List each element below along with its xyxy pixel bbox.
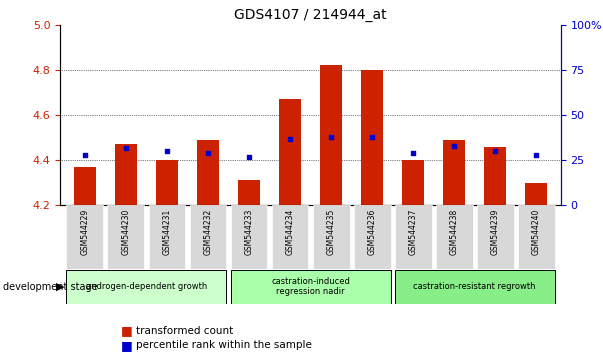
Bar — [402, 160, 425, 205]
Text: GSM544231: GSM544231 — [162, 209, 171, 255]
Bar — [525, 183, 548, 205]
FancyBboxPatch shape — [394, 205, 432, 269]
Text: GSM544229: GSM544229 — [80, 209, 89, 255]
Text: GSM544233: GSM544233 — [244, 209, 253, 255]
FancyBboxPatch shape — [394, 270, 555, 304]
Text: percentile rank within the sample: percentile rank within the sample — [136, 340, 312, 350]
Text: GSM544232: GSM544232 — [203, 209, 212, 255]
Bar — [361, 70, 384, 205]
Text: ▶: ▶ — [56, 282, 65, 292]
Point — [244, 154, 254, 159]
FancyBboxPatch shape — [271, 205, 309, 269]
Text: GSM544237: GSM544237 — [409, 209, 418, 255]
Title: GDS4107 / 214944_at: GDS4107 / 214944_at — [234, 8, 387, 22]
Text: GSM544235: GSM544235 — [327, 209, 335, 255]
Bar — [320, 65, 343, 205]
FancyBboxPatch shape — [148, 205, 186, 269]
Point — [80, 152, 90, 158]
Point — [408, 150, 418, 156]
FancyBboxPatch shape — [353, 205, 391, 269]
Text: GSM544238: GSM544238 — [450, 209, 459, 255]
FancyBboxPatch shape — [66, 270, 227, 304]
Text: GSM544239: GSM544239 — [491, 209, 500, 255]
Point — [531, 152, 541, 158]
Point — [162, 148, 172, 154]
FancyBboxPatch shape — [107, 205, 144, 269]
FancyBboxPatch shape — [436, 205, 473, 269]
Bar — [279, 99, 302, 205]
Point — [326, 134, 336, 139]
Bar — [443, 140, 466, 205]
Point — [203, 150, 213, 156]
Text: GSM544240: GSM544240 — [532, 209, 541, 255]
Bar — [74, 167, 96, 205]
Point — [121, 145, 131, 150]
Text: transformed count: transformed count — [136, 326, 233, 336]
Text: androgen-dependent growth: androgen-dependent growth — [86, 282, 207, 291]
Bar — [156, 160, 178, 205]
Bar — [238, 181, 260, 205]
FancyBboxPatch shape — [312, 205, 350, 269]
Point — [449, 143, 459, 149]
Point — [490, 148, 500, 154]
Text: development stage: development stage — [3, 282, 98, 292]
Bar — [197, 140, 219, 205]
Text: castration-resistant regrowth: castration-resistant regrowth — [414, 282, 536, 291]
FancyBboxPatch shape — [189, 205, 227, 269]
Text: castration-induced
regression nadir: castration-induced regression nadir — [271, 277, 350, 296]
Text: ■: ■ — [121, 325, 132, 337]
Point — [285, 136, 295, 141]
FancyBboxPatch shape — [230, 270, 391, 304]
FancyBboxPatch shape — [66, 205, 103, 269]
Text: GSM544234: GSM544234 — [286, 209, 294, 255]
Text: GSM544230: GSM544230 — [121, 209, 130, 255]
Point — [367, 134, 377, 139]
Bar — [484, 147, 507, 205]
FancyBboxPatch shape — [477, 205, 514, 269]
FancyBboxPatch shape — [230, 205, 268, 269]
Text: GSM544236: GSM544236 — [368, 209, 377, 255]
Text: ■: ■ — [121, 339, 132, 352]
Bar — [115, 144, 137, 205]
FancyBboxPatch shape — [518, 205, 555, 269]
